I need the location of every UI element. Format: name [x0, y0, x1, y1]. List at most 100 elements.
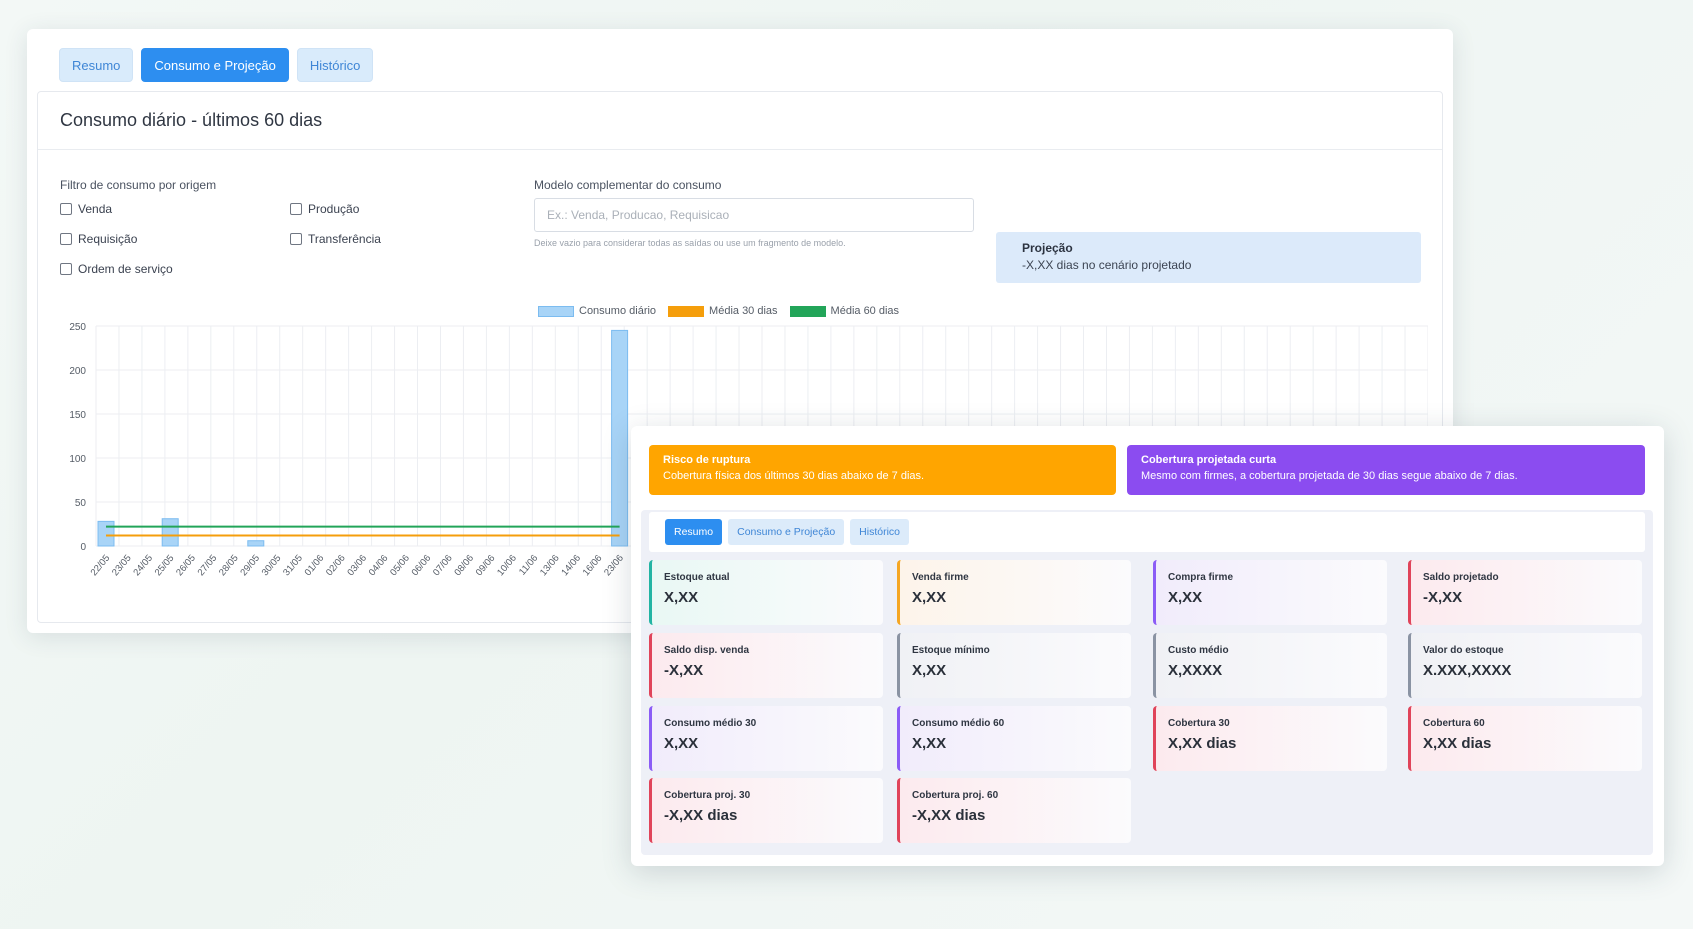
x-tick-label: 23/05: [110, 553, 134, 578]
x-tick-label: 26/05: [174, 553, 198, 578]
metric-label: Consumo médio 60: [912, 718, 1005, 729]
alert-title: Risco de ruptura: [663, 454, 751, 466]
x-tick-label: 09/06: [474, 553, 498, 578]
tab-resumo[interactable]: Resumo: [59, 48, 134, 82]
metric-value: X,XX: [664, 589, 699, 606]
x-tick-label: 22/05: [89, 553, 113, 578]
y-tick-label: 50: [75, 498, 87, 509]
x-tick-label: 04/06: [367, 553, 391, 578]
x-tick-label: 02/06: [324, 553, 348, 578]
metric-value: X,XX: [912, 589, 947, 606]
metric-label: Consumo médio 30: [664, 718, 757, 729]
filter-ordem-servico-label: Ordem de serviço: [78, 262, 173, 276]
bar: [247, 540, 265, 547]
metric-value: X,XX dias: [1168, 735, 1237, 752]
metric-label: Saldo disp. venda: [664, 645, 750, 656]
metric-value: -X,XX dias: [664, 807, 738, 824]
checkbox-box[interactable]: [290, 203, 302, 215]
tab-resumo[interactable]: Resumo: [665, 519, 723, 545]
x-tick-label: 23/06: [602, 553, 626, 578]
metric-label: Cobertura proj. 30: [664, 790, 751, 801]
alert-text: Cobertura física dos últimos 30 dias aba…: [663, 470, 925, 482]
filter-ordem-servico-checkbox[interactable]: Ordem de serviço: [60, 262, 173, 276]
alert-cobertura-curta: Cobertura projetada curta Mesmo com firm…: [1127, 445, 1645, 495]
summary-panel: Resumo Consumo e Projeção Histórico Esto…: [641, 510, 1653, 855]
y-tick-label: 250: [69, 322, 86, 333]
x-tick-label: 31/05: [281, 553, 305, 578]
metric-label: Custo médio: [1168, 645, 1229, 656]
metric-label: Venda firme: [912, 572, 969, 583]
bar: [97, 520, 115, 547]
x-tick-label: 25/05: [153, 553, 177, 578]
checkbox-box[interactable]: [60, 233, 72, 245]
model-input[interactable]: [534, 198, 974, 232]
metric-card: Saldo disp. venda -X,XX: [649, 633, 883, 698]
y-tick-label: 0: [80, 542, 86, 553]
checkbox-box[interactable]: [290, 233, 302, 245]
x-tick-label: 05/06: [388, 553, 412, 578]
metric-value: -X,XX: [664, 662, 704, 679]
metric-value: -X,XX: [1423, 589, 1463, 606]
filter-venda-checkbox[interactable]: Venda: [60, 202, 112, 216]
metric-card: Cobertura 30 X,XX dias: [1153, 706, 1387, 771]
metric-card: Cobertura 60 X,XX dias: [1408, 706, 1642, 771]
alert-text: Mesmo com firmes, a cobertura projetada …: [1141, 470, 1518, 482]
metric-label: Cobertura 60: [1423, 718, 1485, 729]
x-tick-label: 01/06: [303, 553, 327, 578]
metric-label: Estoque atual: [664, 572, 730, 583]
metric-label: Compra firme: [1168, 572, 1234, 583]
model-hint: Deixe vazio para considerar todas as saí…: [534, 238, 846, 248]
legend-swatch: [668, 305, 705, 317]
filter-requisicao-label: Requisição: [78, 232, 138, 246]
x-tick-label: 10/06: [495, 553, 519, 578]
metric-card: Cobertura proj. 30 -X,XX dias: [649, 778, 883, 843]
projection-text: -X,XX dias no cenário projetado: [1022, 258, 1192, 272]
back-tab-bar: Resumo Consumo e Projeção Histórico: [59, 48, 374, 82]
x-tick-label: 11/06: [517, 553, 540, 578]
bar: [611, 329, 629, 547]
metric-value: X,XX: [912, 662, 947, 679]
filter-requisicao-checkbox[interactable]: Requisição: [60, 232, 137, 246]
projection-info: Projeção -X,XX dias no cenário projetado: [996, 232, 1421, 283]
x-tick-label: 03/06: [345, 553, 369, 578]
metric-value: X,XX dias: [1423, 735, 1492, 752]
metric-card: Estoque atual X,XX: [649, 560, 883, 625]
metric-card: Valor do estoque X.XXX,XXXX: [1408, 633, 1642, 698]
x-tick-label: 30/05: [260, 553, 284, 578]
filter-label: Filtro de consumo por origem: [60, 178, 217, 192]
filter-producao-checkbox[interactable]: Produção: [290, 202, 359, 216]
metric-card: Consumo médio 30 X,XX: [649, 706, 883, 771]
x-tick-label: 16/06: [581, 553, 605, 578]
checkbox-box[interactable]: [60, 203, 72, 215]
alert-title: Cobertura projetada curta: [1141, 454, 1277, 466]
legend-item-consumo[interactable]: Consumo diário: [538, 305, 656, 317]
front-tab-bar: Resumo Consumo e Projeção Histórico: [649, 512, 1645, 552]
checkbox-box[interactable]: [60, 263, 72, 275]
metric-value: X,XXXX: [1168, 662, 1223, 679]
metric-label: Estoque mínimo: [912, 645, 990, 656]
legend-item-media60[interactable]: Média 60 dias: [789, 305, 899, 317]
legend-swatch: [789, 305, 826, 317]
metric-card: Cobertura proj. 60 -X,XX dias: [897, 778, 1131, 843]
tab-consumo-projecao[interactable]: Consumo e Projeção: [141, 48, 289, 82]
filter-venda-label: Venda: [78, 202, 113, 216]
tab-historico[interactable]: Histórico: [296, 48, 374, 82]
x-tick-label: 08/06: [452, 553, 476, 578]
y-tick-label: 150: [69, 410, 86, 421]
tab-consumo-projecao[interactable]: Consumo e Projeção: [728, 519, 845, 545]
metric-card: Saldo projetado -X,XX: [1408, 560, 1642, 625]
model-label: Modelo complementar do consumo: [534, 178, 722, 192]
x-tick-label: 13/06: [538, 553, 562, 578]
metric-card: Compra firme X,XX: [1153, 560, 1387, 625]
x-tick-label: 27/05: [196, 553, 220, 578]
metric-label: Saldo projetado: [1423, 572, 1499, 583]
tab-historico[interactable]: Histórico: [850, 519, 910, 545]
x-tick-label: 06/06: [410, 553, 434, 578]
metric-value: X.XXX,XXXX: [1423, 662, 1512, 679]
legend-item-media30[interactable]: Média 30 dias: [668, 305, 778, 317]
metric-card: Consumo médio 60 X,XX: [897, 706, 1131, 771]
projection-title: Projeção: [1022, 241, 1073, 255]
legend-swatch: [538, 305, 574, 317]
metric-card: Venda firme X,XX: [897, 560, 1131, 625]
filter-transferencia-checkbox[interactable]: Transferência: [290, 232, 381, 246]
